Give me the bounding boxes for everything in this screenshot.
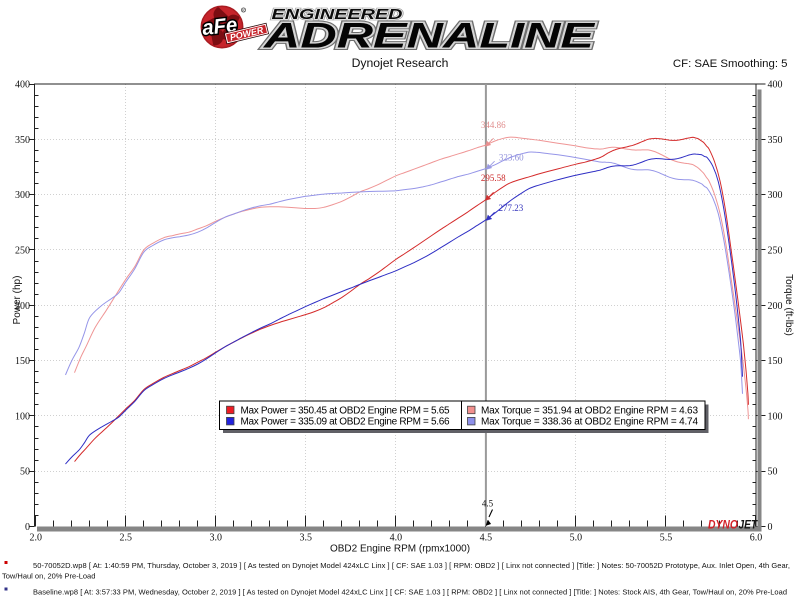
svg-text:4.5: 4.5 [480,533,493,544]
svg-text:4.0: 4.0 [390,533,403,544]
svg-text:ADRENALINE: ADRENALINE [263,17,597,56]
svg-text:Max Torque = 351.94 at OBD2 En: Max Torque = 351.94 at OBD2 Engine RPM =… [481,405,698,416]
svg-text:400: 400 [768,80,783,91]
svg-text:0: 0 [768,522,773,533]
svg-text:200: 200 [15,301,30,312]
svg-text:150: 150 [768,356,783,367]
svg-text:Power (hp): Power (hp) [12,276,23,325]
svg-text:ENGINEERED: ENGINEERED [272,7,404,23]
svg-text:50: 50 [20,467,30,478]
svg-text:344.86: 344.86 [481,120,506,130]
svg-text:350: 350 [768,135,783,146]
svg-text:6.0: 6.0 [750,533,763,544]
svg-text:300: 300 [15,190,30,201]
svg-text:Max Power = 350.45 at OBD2 Eng: Max Power = 350.45 at OBD2 Engine RPM = … [241,405,450,416]
svg-text:295.58: 295.58 [481,173,506,183]
svg-text:Baseline.wp8 [ At: 3:57:33 PM,: Baseline.wp8 [ At: 3:57:33 PM, Wednesday… [33,588,787,597]
svg-text:323.60: 323.60 [499,152,524,162]
svg-text:3.5: 3.5 [300,533,313,544]
svg-text:300: 300 [768,190,783,201]
svg-text:Max Torque = 338.36 at OBD2 En: Max Torque = 338.36 at OBD2 Engine RPM =… [481,417,698,428]
svg-text:ADRENALINE: ADRENALINE [263,17,597,56]
svg-text:2.0: 2.0 [30,533,43,544]
svg-text:200: 200 [768,301,783,312]
svg-text:Dynojet Research: Dynojet Research [352,56,449,70]
svg-text:JET: JET [739,520,758,532]
svg-text:0: 0 [25,522,30,533]
svg-text:R: R [242,8,245,12]
svg-text:Tow/Haul on, 20% Pre-Load: Tow/Haul on, 20% Pre-Load [2,572,95,581]
svg-text:ENGINEERED: ENGINEERED [272,7,404,23]
svg-text:Max Power = 335.09 at OBD2 Eng: Max Power = 335.09 at OBD2 Engine RPM = … [241,417,450,428]
svg-text:ADRENALINE: ADRENALINE [263,17,597,56]
svg-text:5.5: 5.5 [660,533,673,544]
svg-text:277.23: 277.23 [499,203,524,213]
svg-text:350: 350 [15,135,30,146]
svg-text:ENGINEERED: ENGINEERED [272,7,404,23]
svg-text:250: 250 [15,245,30,256]
svg-text:50: 50 [768,467,778,478]
svg-text:2.5: 2.5 [120,533,133,544]
svg-text:150: 150 [15,356,30,367]
svg-text:DYNO: DYNO [708,520,738,532]
svg-text:Torque (ft-lbs): Torque (ft-lbs) [783,274,794,336]
svg-text:4.5: 4.5 [482,499,494,509]
svg-text:OBD2 Engine RPM (rpmx1000): OBD2 Engine RPM (rpmx1000) [330,544,470,555]
svg-text:3.0: 3.0 [210,533,223,544]
svg-text:5.0: 5.0 [570,533,583,544]
svg-text:250: 250 [768,245,783,256]
svg-text:50-70052D.wp8 [ At: 1:40:59 PM: 50-70052D.wp8 [ At: 1:40:59 PM, Thursday… [33,561,790,570]
svg-text:400: 400 [15,80,30,91]
svg-text:CF: SAE Smoothing: 5: CF: SAE Smoothing: 5 [673,58,788,70]
svg-text:100: 100 [768,411,783,422]
svg-text:100: 100 [15,411,30,422]
